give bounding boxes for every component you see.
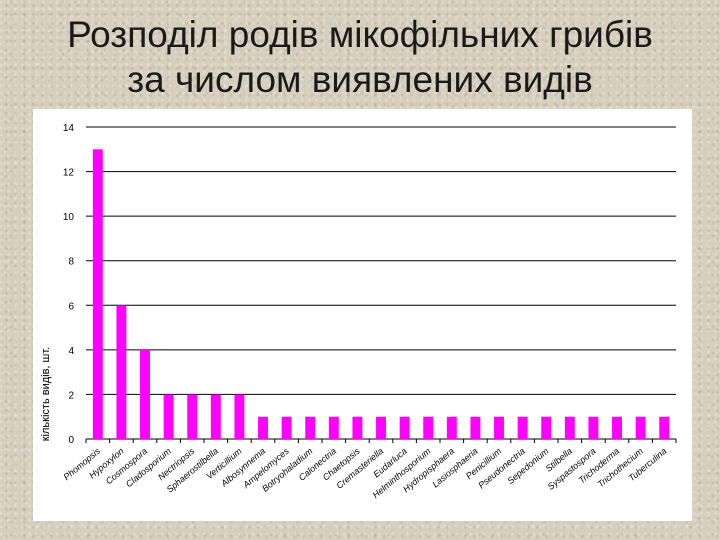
y-tick-label: 6 [68,301,74,312]
slide-title-line-1: Розподіл родів мікофільних грибів [67,14,653,55]
bar [494,416,504,439]
bar [140,349,150,439]
bar [163,394,174,439]
bar [258,416,268,439]
bars [92,149,670,439]
gridlines [86,126,676,440]
bar [305,416,316,439]
bar [564,416,575,439]
y-tick-label: 8 [68,257,74,268]
bar [541,416,552,439]
bar [612,416,622,439]
chart-panel: 0 2 4 6 8 10 12 14 Phomopsis Hypoxylon Cosmospora… [33,109,692,521]
bar [588,416,599,439]
bar [210,394,221,439]
bar [635,416,646,439]
y-tick-label: 0 [68,435,74,446]
x-axis-ticks [85,439,677,443]
bar [399,416,410,439]
y-axis-ticks: 0 2 4 6 8 10 12 14 [63,123,75,446]
y-tick-label: 4 [68,346,74,357]
bar [352,416,363,439]
bar [517,416,528,439]
bar-chart: 0 2 4 6 8 10 12 14 PhomopsisHypoxylonCosmospora… [40,123,677,501]
bar [187,394,198,439]
y-tick-label: 2 [68,390,74,401]
bar [92,149,103,439]
bar [116,305,127,439]
bar [328,416,339,439]
bar [423,416,434,439]
slide-title-line-2: за числом виявлених видів [127,59,593,100]
bar [234,394,245,439]
y-axis-label: кількість видів, шт. [40,347,52,442]
y-tick-label: 10 [63,212,75,223]
bar [281,416,292,439]
bar [376,416,386,439]
bar [659,416,670,439]
y-tick-label: 14 [63,123,75,134]
slide-title: Розподіл родів мікофільних грибів за чис… [0,12,720,102]
bar [446,416,457,439]
y-tick-label: 12 [63,168,75,179]
bar [470,416,481,439]
x-axis-labels: PhomopsisHypoxylonCosmosporaCladosporium… [62,446,669,501]
